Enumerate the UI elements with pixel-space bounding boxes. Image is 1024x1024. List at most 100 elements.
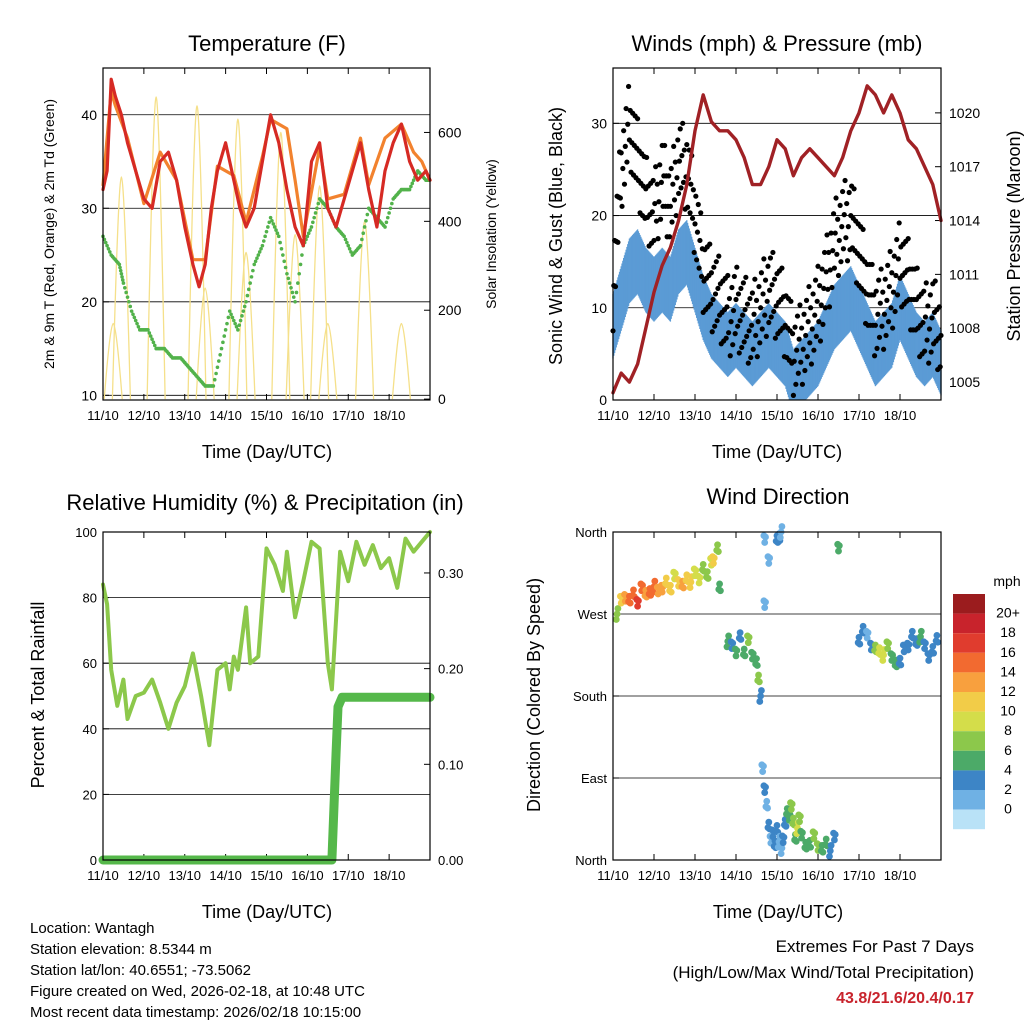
gust-point: [813, 333, 819, 339]
direction-point: [831, 836, 838, 844]
gust-point: [658, 179, 664, 185]
y-tick-label: 100: [75, 525, 97, 540]
gust-point: [799, 381, 806, 387]
extremes-values: 43.8/21.6/20.4/0.17: [836, 990, 974, 1007]
gust-point: [768, 314, 774, 320]
dewpoint-point: [229, 312, 233, 317]
colorbar-swatch: [953, 692, 985, 712]
gust-point: [925, 303, 931, 309]
direction-point: [759, 768, 767, 776]
gust-point: [671, 197, 678, 203]
direction-point: [856, 640, 864, 648]
colorbar-swatch: [953, 613, 985, 634]
direction-point: [667, 588, 675, 596]
dewpoint-point: [289, 285, 293, 290]
gust-point: [843, 235, 849, 241]
gust-point: [625, 121, 631, 127]
dewpoint-point: [343, 237, 348, 242]
direction-point: [930, 649, 938, 657]
direction-point: [737, 636, 745, 643]
dewpoint-point: [259, 247, 263, 251]
direction-point: [787, 806, 795, 813]
gust-point: [871, 353, 878, 359]
gust-point: [803, 297, 810, 303]
dewpoint-point: [263, 234, 267, 239]
colorbar-label: 14: [1000, 663, 1016, 679]
gust-point: [830, 211, 837, 217]
dewpoint-point: [260, 243, 265, 248]
dewpoint-point: [291, 295, 296, 299]
direction-point: [758, 687, 765, 694]
y-tick-label: 80: [83, 591, 97, 606]
direction-point: [766, 554, 774, 562]
gust-point: [685, 204, 691, 210]
gust-point: [749, 290, 756, 296]
gust-point: [734, 264, 740, 270]
dewpoint-point: [362, 225, 367, 229]
humidity-plot-area: 0 20 40 60 80 100 0.00 0.10 0.20 0.30 11/10 12/10 13…: [75, 525, 463, 883]
gust-point: [676, 158, 683, 164]
direction-point: [863, 634, 871, 642]
solar-insolation-peak: [195, 287, 215, 400]
gust-point: [845, 224, 851, 230]
x-tick-label: 11/10: [87, 408, 119, 423]
gust-point: [696, 265, 702, 271]
dewpoint-point: [316, 201, 321, 206]
gust-point: [694, 257, 700, 263]
gust-point: [764, 298, 770, 304]
dewpoint-point: [120, 278, 125, 282]
temperature-panel: Temperature (F) 2m & 9m T (Red, Orange) …: [41, 31, 499, 462]
gust-point: [692, 221, 698, 227]
direction-point: [761, 789, 769, 796]
gust-point: [832, 230, 838, 236]
gust-point: [712, 291, 719, 297]
dewpoint-point: [346, 243, 351, 248]
dewpoint-point: [214, 371, 218, 376]
dewpoint-point: [290, 290, 295, 295]
direction-point: [879, 657, 887, 664]
dewpoint-point: [106, 247, 111, 251]
gust-point: [670, 181, 676, 187]
colorbar-swatch: [953, 633, 985, 653]
direction-point: [884, 645, 892, 653]
gust-point: [766, 319, 772, 326]
winds-panel: Winds (mph) & Pressure (mb) Sonic Wind &…: [546, 31, 1024, 462]
dewpoint-point: [308, 228, 312, 232]
temperature-ylabel-right: Solar Insolation (Yellow): [483, 159, 499, 309]
dewpoint-point: [409, 184, 413, 189]
gust-point: [690, 187, 696, 193]
gust-point: [674, 175, 680, 181]
y-tick-label: West: [578, 607, 608, 622]
y-tick-label: 10: [81, 387, 97, 403]
gust-point: [680, 120, 686, 126]
dewpoint-point: [390, 201, 394, 206]
dewpoint-point: [152, 343, 157, 348]
gust-point: [894, 292, 901, 298]
dewpoint-point: [236, 328, 240, 332]
direction-point: [929, 642, 937, 650]
gust-point: [920, 319, 926, 326]
gust-point: [667, 203, 674, 209]
dewpoint-point: [345, 240, 349, 245]
gust-point: [842, 177, 848, 184]
gust-point: [812, 277, 819, 283]
humidity-xlabel: Time (Day/UTC): [202, 902, 332, 922]
colorbar-title: mph: [993, 573, 1020, 589]
dewpoint-point: [129, 309, 134, 313]
gust-point: [888, 305, 894, 311]
direction-point: [658, 588, 666, 596]
direction-point: [933, 632, 941, 639]
temperature-title: Temperature (F): [188, 31, 346, 56]
dewpoint-point: [384, 220, 389, 225]
dewpoint-point: [151, 340, 156, 345]
gust-point: [881, 346, 887, 352]
direction-point: [835, 547, 842, 555]
plot-border: [102, 67, 431, 401]
direction-point: [778, 523, 786, 530]
winds-title: Winds (mph) & Pressure (mb): [632, 31, 923, 56]
gust-point: [827, 267, 833, 273]
gust-point: [762, 312, 768, 318]
direction-point: [753, 662, 761, 669]
gust-point: [921, 288, 927, 294]
gust-point: [623, 105, 629, 112]
